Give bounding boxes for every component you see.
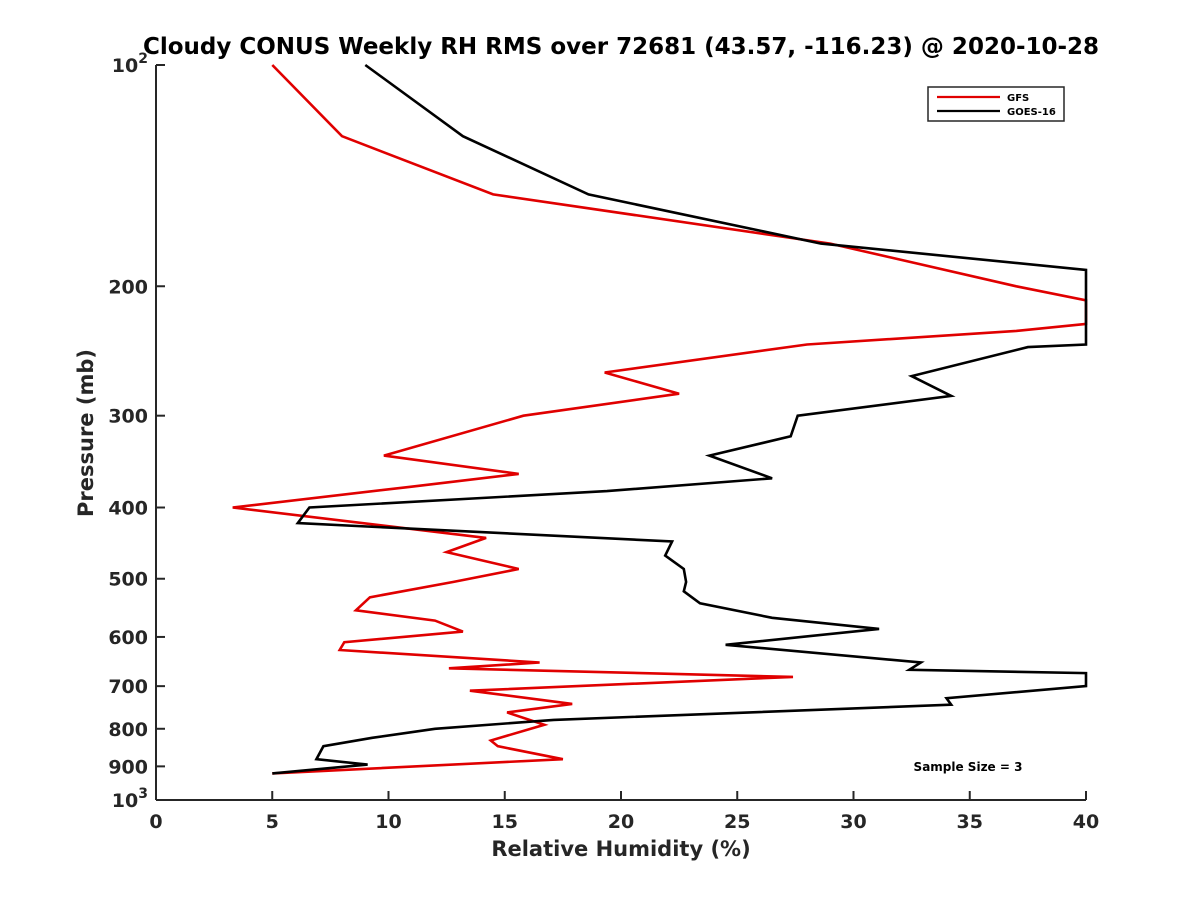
y-tick-label: 300 xyxy=(108,406,148,428)
y-tick-label: 900 xyxy=(108,756,148,778)
x-ticks: 0 5 10 15 20 25 30 35 40 xyxy=(149,791,1099,833)
legend-label-goes16: GOES-16 xyxy=(1007,107,1056,118)
y-tick-label: 700 xyxy=(108,676,148,698)
x-tick-label: 40 xyxy=(1073,811,1099,833)
sample-size-annotation: Sample Size = 3 xyxy=(914,760,1023,774)
y-tick-label: 500 xyxy=(108,569,148,591)
chart-title: Cloudy CONUS Weekly RH RMS over 72681 (4… xyxy=(143,34,1099,60)
x-tick-label: 25 xyxy=(724,811,750,833)
series-line-gfs xyxy=(232,64,1088,775)
x-tick-label: 5 xyxy=(266,811,279,833)
y-tick-label: 200 xyxy=(108,276,148,298)
x-tick-label: 10 xyxy=(375,811,401,833)
legend-box xyxy=(927,86,1065,122)
legend-label-gfs: GFS xyxy=(1007,93,1029,104)
y-tick-label: 800 xyxy=(108,719,148,741)
plot-axes xyxy=(155,65,1086,801)
series-layer xyxy=(232,63,1088,775)
y-tick-label: 400 xyxy=(108,498,148,520)
y-tick-label: 102 xyxy=(112,51,148,77)
legend: GFS GOES-16 xyxy=(927,86,1065,122)
y-tick-label: 103 xyxy=(112,786,148,812)
x-axis-label: Relative Humidity (%) xyxy=(491,837,750,861)
x-tick-label: 20 xyxy=(608,811,634,833)
y-axis-label: Pressure (mb) xyxy=(74,349,98,517)
x-tick-label: 0 xyxy=(149,811,162,833)
y-tick-label: 600 xyxy=(108,627,148,649)
series-line-goes16 xyxy=(272,63,1088,775)
x-tick-label: 15 xyxy=(492,811,518,833)
y-ticks: 102 200 300 400 500 600 700 800 900 103 xyxy=(108,51,165,812)
x-tick-label: 30 xyxy=(840,811,866,833)
x-tick-label: 35 xyxy=(957,811,983,833)
